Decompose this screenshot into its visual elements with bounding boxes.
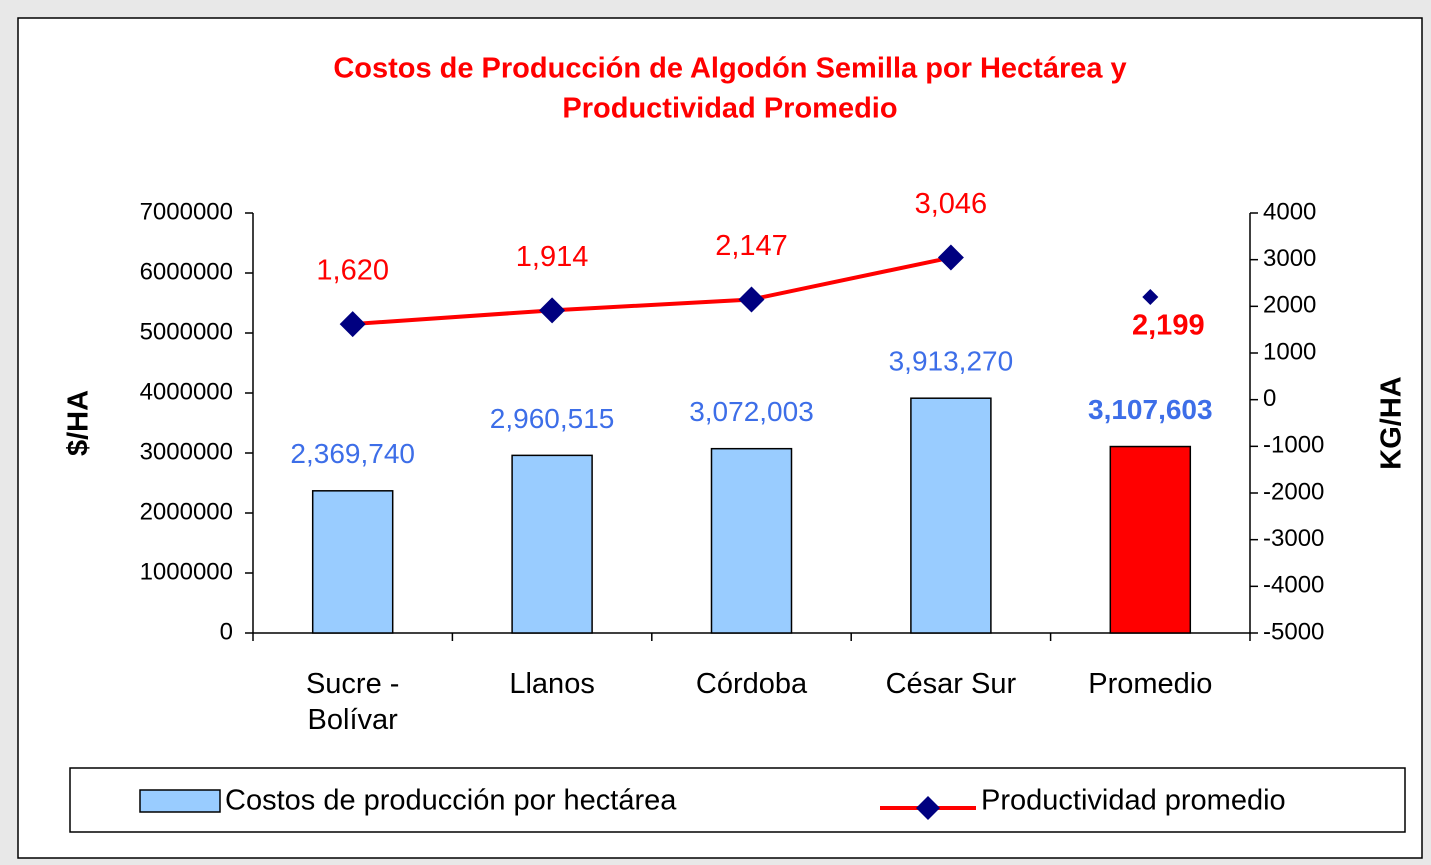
data-label: 3,107,603 xyxy=(1088,394,1213,425)
x-tick-label: Córdoba xyxy=(695,668,808,700)
data-label: 2,369,740 xyxy=(290,438,415,469)
y2-tick-label: -1000 xyxy=(1263,432,1324,459)
marker xyxy=(937,244,964,271)
y2-tick-label: 0 xyxy=(1263,385,1276,412)
data-label: 3,913,270 xyxy=(889,346,1014,377)
y-tick-label: 5000000 xyxy=(140,318,233,345)
marker xyxy=(339,311,366,338)
line xyxy=(352,255,952,327)
marker xyxy=(539,297,566,324)
chart-panel xyxy=(17,17,1423,859)
y-tick-label: 0 xyxy=(220,618,233,645)
y2-tick-label: 4000 xyxy=(1263,198,1316,225)
data-label: 1,620 xyxy=(316,255,389,287)
y2-tick-label: 3000 xyxy=(1263,245,1316,272)
y-tick-label: 4000000 xyxy=(140,378,233,405)
y2-tick-label: -5000 xyxy=(1263,618,1324,645)
y2-axis-label: KG/HA xyxy=(1376,376,1408,470)
y-tick-label: 2000000 xyxy=(140,498,233,525)
x-tick-label: Promedio xyxy=(1088,668,1213,700)
marker xyxy=(1142,289,1159,306)
data-label: 3,072,003 xyxy=(689,396,814,427)
y-tick-label: 3000000 xyxy=(140,438,233,465)
data-label: 2,199 xyxy=(1132,310,1205,342)
legend xyxy=(69,767,1406,833)
y2-tick-label: -2000 xyxy=(1263,478,1324,505)
chart-title: Costos de Producción de Algodón Semilla … xyxy=(333,53,1126,85)
y2-tick-label: -4000 xyxy=(1263,572,1324,599)
legend-swatch xyxy=(916,796,940,820)
y2-tick-label: -3000 xyxy=(1263,525,1324,552)
chart-title: Productividad Promedio xyxy=(562,93,897,125)
y-axis-label: $/HA xyxy=(63,390,95,456)
bar xyxy=(311,490,394,634)
legend-label: Costos de producción por hectárea xyxy=(225,785,677,817)
x-tick-label: Sucre - Bolívar xyxy=(305,668,400,736)
data-label: 2,960,515 xyxy=(490,403,615,434)
data-label: 3,046 xyxy=(915,188,988,220)
data-label: 1,914 xyxy=(516,241,589,273)
x-tick-label: Llanos xyxy=(509,668,595,700)
bar xyxy=(511,454,593,634)
legend-label: Productividad promedio xyxy=(981,785,1286,817)
y2-tick-label: 1000 xyxy=(1263,338,1316,365)
data-label: 2,147 xyxy=(715,230,788,262)
y-tick-label: 1000000 xyxy=(140,558,233,585)
y2-tick-label: 2000 xyxy=(1263,292,1316,319)
y-tick-label: 6000000 xyxy=(140,258,233,285)
x-tick-label: César Sur xyxy=(885,668,1017,700)
legend-swatch xyxy=(139,789,221,813)
y-tick-label: 7000000 xyxy=(140,198,233,225)
bar xyxy=(910,397,992,634)
bar xyxy=(1109,445,1192,634)
bar xyxy=(710,447,793,634)
marker xyxy=(738,286,765,313)
